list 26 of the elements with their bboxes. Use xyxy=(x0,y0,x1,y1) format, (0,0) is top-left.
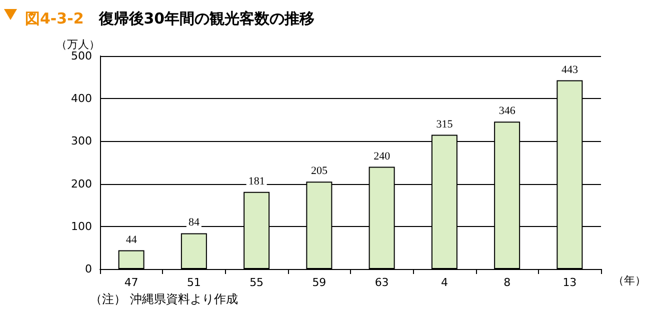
y-tick-label: 500 xyxy=(71,50,92,62)
x-axis-title: （年） xyxy=(613,274,646,287)
chart-title: 図4-3-2 復帰後30年間の観光客数の推移 xyxy=(25,10,315,28)
x-tick-label: 51 xyxy=(186,276,201,289)
data-label: 315 xyxy=(436,118,454,130)
data-label: 84 xyxy=(188,216,200,229)
data-label: 205 xyxy=(310,165,328,178)
data-label: 181 xyxy=(248,175,265,188)
y-tick-label: 200 xyxy=(71,177,92,190)
x-tick-label: 47 xyxy=(124,276,138,289)
y-tick-label: 400 xyxy=(71,92,92,106)
x-tick-label: 63 xyxy=(374,276,389,289)
x-tick-label: 8 xyxy=(504,276,511,289)
y-axis-title: （万人） xyxy=(56,38,100,51)
x-tick-label: 13 xyxy=(562,276,577,289)
y-tick-label: 0 xyxy=(85,262,92,276)
y-tick-label: 300 xyxy=(71,134,92,148)
y-tick-label: 100 xyxy=(71,220,92,233)
x-tick-label: 4 xyxy=(440,276,448,289)
data-label: 240 xyxy=(374,150,391,162)
data-label: 346 xyxy=(498,105,516,118)
data-label: 443 xyxy=(561,64,578,76)
data-label: 44 xyxy=(126,234,138,246)
x-tick-label: 55 xyxy=(250,276,264,289)
x-tick-label: 59 xyxy=(312,276,326,289)
text: （注） 沖縄県資料より作成 xyxy=(90,292,238,306)
